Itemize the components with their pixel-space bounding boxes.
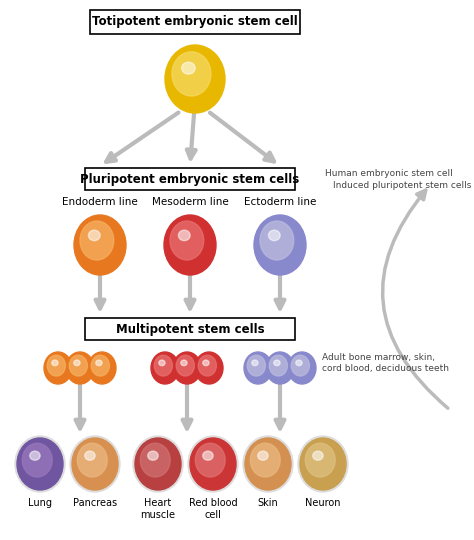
Ellipse shape (188, 436, 238, 492)
FancyBboxPatch shape (85, 168, 295, 190)
Ellipse shape (88, 352, 116, 384)
Text: Human embryonic stem cell: Human embryonic stem cell (325, 170, 453, 179)
Ellipse shape (254, 215, 306, 275)
Ellipse shape (198, 355, 217, 376)
Ellipse shape (89, 230, 100, 241)
Ellipse shape (203, 451, 213, 460)
Ellipse shape (164, 215, 216, 275)
Text: Endoderm line: Endoderm line (62, 197, 138, 207)
Ellipse shape (243, 436, 293, 492)
Text: Red blood
cell: Red blood cell (189, 498, 237, 519)
Ellipse shape (91, 355, 109, 376)
Text: Totipotent embryonic stem cell: Totipotent embryonic stem cell (92, 16, 298, 29)
Ellipse shape (77, 443, 107, 477)
Ellipse shape (148, 451, 158, 460)
Ellipse shape (203, 360, 209, 366)
Ellipse shape (135, 438, 181, 490)
Text: Neuron: Neuron (305, 498, 341, 508)
Ellipse shape (260, 221, 294, 260)
Ellipse shape (133, 436, 183, 492)
Ellipse shape (66, 352, 94, 384)
Ellipse shape (252, 360, 258, 366)
Ellipse shape (298, 436, 348, 492)
Ellipse shape (170, 221, 204, 260)
Ellipse shape (313, 451, 323, 460)
Ellipse shape (69, 355, 87, 376)
Text: Skin: Skin (258, 498, 278, 508)
Ellipse shape (266, 352, 294, 384)
Ellipse shape (300, 438, 346, 490)
FancyBboxPatch shape (90, 10, 300, 34)
Ellipse shape (182, 62, 195, 74)
Ellipse shape (44, 352, 72, 384)
Ellipse shape (288, 352, 316, 384)
Text: Mesoderm line: Mesoderm line (152, 197, 228, 207)
Text: Ectoderm line: Ectoderm line (244, 197, 316, 207)
Ellipse shape (85, 451, 95, 460)
Ellipse shape (172, 52, 211, 96)
Ellipse shape (244, 352, 272, 384)
Ellipse shape (15, 436, 65, 492)
Text: Pluripotent embryonic stem cells: Pluripotent embryonic stem cells (81, 172, 300, 186)
Ellipse shape (195, 443, 225, 477)
Ellipse shape (74, 360, 80, 366)
Ellipse shape (268, 230, 280, 241)
FancyBboxPatch shape (85, 318, 295, 340)
FancyArrowPatch shape (383, 190, 448, 408)
Ellipse shape (22, 443, 52, 477)
Ellipse shape (165, 45, 225, 113)
Ellipse shape (159, 360, 165, 366)
Ellipse shape (176, 355, 194, 376)
Ellipse shape (17, 438, 63, 490)
Ellipse shape (96, 360, 102, 366)
Ellipse shape (173, 352, 201, 384)
Ellipse shape (296, 360, 302, 366)
Text: Lung: Lung (28, 498, 52, 508)
Ellipse shape (245, 438, 291, 490)
Ellipse shape (154, 355, 173, 376)
Ellipse shape (74, 215, 126, 275)
Ellipse shape (181, 360, 187, 366)
Ellipse shape (274, 360, 280, 366)
Ellipse shape (178, 230, 190, 241)
Ellipse shape (258, 451, 268, 460)
Ellipse shape (269, 355, 287, 376)
Ellipse shape (72, 438, 118, 490)
Text: Multipotent stem cells: Multipotent stem cells (116, 322, 264, 335)
Ellipse shape (80, 221, 114, 260)
Ellipse shape (250, 443, 280, 477)
Ellipse shape (190, 438, 236, 490)
Ellipse shape (247, 355, 265, 376)
Ellipse shape (52, 360, 58, 366)
Ellipse shape (140, 443, 170, 477)
Ellipse shape (195, 352, 223, 384)
Text: Pancreas: Pancreas (73, 498, 117, 508)
Ellipse shape (151, 352, 179, 384)
Text: Heart
muscle: Heart muscle (140, 498, 175, 519)
Ellipse shape (305, 443, 335, 477)
Text: Adult bone marrow, skin,
cord blood, deciduous teeth: Adult bone marrow, skin, cord blood, dec… (322, 353, 449, 373)
Ellipse shape (70, 436, 120, 492)
Text: Induced pluripotent stem cells: Induced pluripotent stem cells (333, 180, 471, 190)
Ellipse shape (291, 355, 310, 376)
Ellipse shape (47, 355, 65, 376)
Ellipse shape (30, 451, 40, 460)
